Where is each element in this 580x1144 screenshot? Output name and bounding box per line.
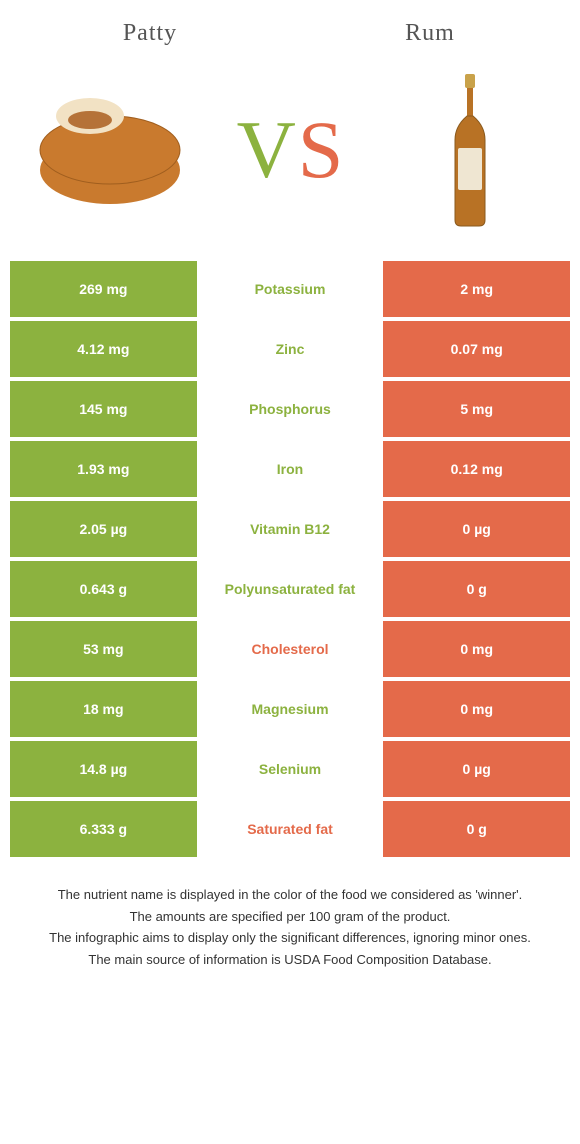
images-row: V S [10,65,570,235]
nutrient-row: 4.12 mgZinc0.07 mg [10,321,570,377]
left-value: 2.05 µg [10,501,197,557]
vs-s-letter: S [298,103,344,197]
right-value: 0.12 mg [383,441,570,497]
left-value: 14.8 µg [10,741,197,797]
footnote-line: The nutrient name is displayed in the co… [26,885,554,905]
nutrient-row: 269 mgPotassium2 mg [10,261,570,317]
left-value: 18 mg [10,681,197,737]
right-value: 0 g [383,801,570,857]
left-value: 269 mg [10,261,197,317]
nutrient-label: Polyunsaturated fat [197,561,384,617]
nutrient-label: Zinc [197,321,384,377]
patty-image [10,90,210,210]
footnotes: The nutrient name is displayed in the co… [10,885,570,969]
nutrient-label: Iron [197,441,384,497]
footnote-line: The amounts are specified per 100 gram o… [26,907,554,927]
nutrient-label: Phosphorus [197,381,384,437]
footnote-line: The main source of information is USDA F… [26,950,554,970]
right-value: 0 mg [383,681,570,737]
nutrient-table: 269 mgPotassium2 mg4.12 mgZinc0.07 mg145… [10,261,570,857]
header-row: Patty Rum [10,20,570,47]
nutrient-row: 6.333 gSaturated fat0 g [10,801,570,857]
rum-image [370,70,570,230]
right-value: 0 µg [383,501,570,557]
right-value: 5 mg [383,381,570,437]
footnote-line: The infographic aims to display only the… [26,928,554,948]
right-value: 0 µg [383,741,570,797]
right-value: 0 mg [383,621,570,677]
right-food-title: Rum [290,20,570,47]
nutrient-label: Selenium [197,741,384,797]
nutrient-row: 0.643 gPolyunsaturated fat0 g [10,561,570,617]
nutrient-row: 2.05 µgVitamin B120 µg [10,501,570,557]
left-value: 145 mg [10,381,197,437]
nutrient-row: 18 mgMagnesium0 mg [10,681,570,737]
vs-label: V S [210,103,370,197]
patty-icon [30,90,190,210]
left-food-title: Patty [10,20,290,47]
left-value: 53 mg [10,621,197,677]
left-value: 0.643 g [10,561,197,617]
nutrient-label: Potassium [197,261,384,317]
right-value: 0 g [383,561,570,617]
vs-v-letter: V [237,103,296,197]
nutrient-row: 53 mgCholesterol0 mg [10,621,570,677]
nutrient-label: Magnesium [197,681,384,737]
nutrient-row: 145 mgPhosphorus5 mg [10,381,570,437]
nutrient-row: 14.8 µgSelenium0 µg [10,741,570,797]
rum-bottle-icon [445,70,495,230]
left-value: 6.333 g [10,801,197,857]
nutrient-label: Cholesterol [197,621,384,677]
right-value: 0.07 mg [383,321,570,377]
right-value: 2 mg [383,261,570,317]
nutrient-row: 1.93 mgIron0.12 mg [10,441,570,497]
left-value: 4.12 mg [10,321,197,377]
nutrient-label: Saturated fat [197,801,384,857]
left-value: 1.93 mg [10,441,197,497]
nutrient-label: Vitamin B12 [197,501,384,557]
